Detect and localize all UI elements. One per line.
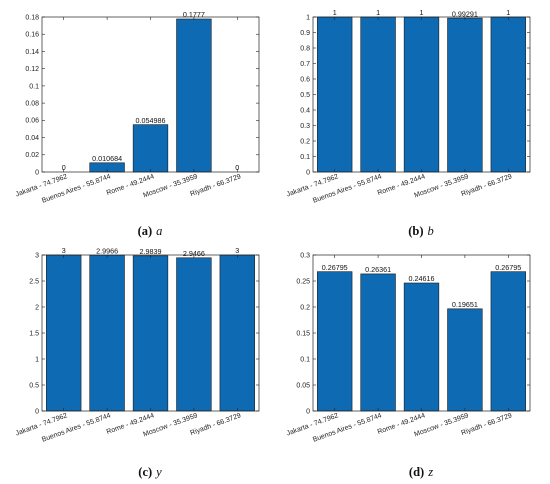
bar-3 xyxy=(176,18,212,173)
data-label: 0.010684 xyxy=(92,154,122,163)
y-tick-label: 1 xyxy=(306,14,310,21)
data-label: 0.26361 xyxy=(365,265,391,274)
data-label: 0.99291 xyxy=(452,9,478,18)
bar-0 xyxy=(317,16,353,173)
bar-4 xyxy=(490,16,526,173)
data-label: 0.1777 xyxy=(183,10,205,19)
y-tick-label: 0.6 xyxy=(300,76,310,83)
y-tick-label: 0.3 xyxy=(300,252,310,259)
data-label: 0.054986 xyxy=(136,116,166,125)
data-label: 1 xyxy=(333,8,337,17)
y-tick-label: 2.5 xyxy=(29,278,39,285)
caption-variable: a xyxy=(156,224,162,238)
y-tick-label: 0.15 xyxy=(296,330,310,337)
data-label: 0.26795 xyxy=(495,263,521,272)
y-tick-label: 0 xyxy=(306,408,310,415)
y-tick-label: 0.25 xyxy=(296,278,310,285)
y-tick-label: 0.7 xyxy=(300,61,310,68)
y-tick-label: 0 xyxy=(35,169,39,176)
y-tick-label: 0.1 xyxy=(29,83,39,90)
bar-2 xyxy=(132,255,169,412)
y-tick-label: 0.02 xyxy=(25,152,39,159)
y-tick-label: 0.2 xyxy=(300,138,310,145)
bar-3 xyxy=(447,308,483,412)
panel-caption: (b) b xyxy=(408,224,434,238)
y-tick-label: 0.16 xyxy=(25,32,39,39)
data-label: 0.24616 xyxy=(409,274,435,283)
data-label: 0.19651 xyxy=(452,300,478,309)
bar-4 xyxy=(219,254,255,412)
data-label: 0.26795 xyxy=(322,263,348,272)
y-tick-label: 1.5 xyxy=(29,330,39,337)
y-tick-label: 0.2 xyxy=(300,304,310,311)
data-label: 0 xyxy=(62,163,66,172)
data-label: 2.9839 xyxy=(140,247,162,256)
y-tick-label: 0.1 xyxy=(300,154,310,161)
y-tick-label: 0.1 xyxy=(300,356,310,363)
y-tick-label: 0.14 xyxy=(25,49,39,56)
y-tick-label: 0.3 xyxy=(300,123,310,130)
data-label: 3 xyxy=(62,246,66,255)
bar-4 xyxy=(490,271,526,412)
y-tick-label: 0.18 xyxy=(25,14,39,21)
y-tick-label: 2 xyxy=(35,304,39,311)
caption-variable: y xyxy=(154,465,162,479)
y-tick-label: 0.5 xyxy=(29,382,39,389)
data-label: 0 xyxy=(235,163,239,172)
y-tick-label: 1 xyxy=(35,356,39,363)
bar-0 xyxy=(46,254,82,412)
bar-0 xyxy=(317,271,353,412)
bar-1 xyxy=(89,254,125,412)
data-label: 1 xyxy=(420,8,424,17)
y-tick-label: 0.4 xyxy=(300,107,310,114)
caption-letter: (d) xyxy=(409,465,424,479)
y-tick-label: 0 xyxy=(35,408,39,415)
panel-caption: (a) a xyxy=(138,224,163,238)
bar-2 xyxy=(403,16,440,173)
caption-variable: z xyxy=(427,465,433,479)
panel-caption: (c) y xyxy=(138,465,162,479)
y-tick-label: 0.06 xyxy=(25,118,39,125)
data-label: 2.9466 xyxy=(183,249,205,258)
panel-a: 00.020.040.060.080.10.120.140.160.18Jaka… xyxy=(15,10,260,238)
data-label: 3 xyxy=(235,246,239,255)
y-tick-label: 3 xyxy=(35,252,39,259)
data-label: 1 xyxy=(376,8,380,17)
bar-1 xyxy=(360,16,396,173)
y-tick-label: 0.9 xyxy=(300,30,310,37)
bar-1 xyxy=(360,273,396,412)
bar-3 xyxy=(176,257,212,412)
bar-2 xyxy=(403,282,440,412)
y-tick-label: 0.8 xyxy=(300,45,310,52)
data-label: 1 xyxy=(506,8,510,17)
bar-2 xyxy=(132,124,169,173)
data-label: 2.9966 xyxy=(96,246,118,255)
bar-3 xyxy=(447,17,483,173)
y-tick-label: 0.04 xyxy=(25,135,39,142)
y-tick-label: 0 xyxy=(306,169,310,176)
y-tick-label: 0.12 xyxy=(25,66,39,73)
caption-letter: (a) xyxy=(138,224,153,238)
caption-letter: (c) xyxy=(138,465,152,479)
caption-letter: (b) xyxy=(408,224,423,238)
panel-caption: (d) z xyxy=(409,465,433,479)
y-tick-label: 0.5 xyxy=(300,92,310,99)
y-tick-label: 0.05 xyxy=(296,382,310,389)
caption-variable: b xyxy=(428,224,434,238)
y-tick-label: 0.08 xyxy=(25,101,39,108)
